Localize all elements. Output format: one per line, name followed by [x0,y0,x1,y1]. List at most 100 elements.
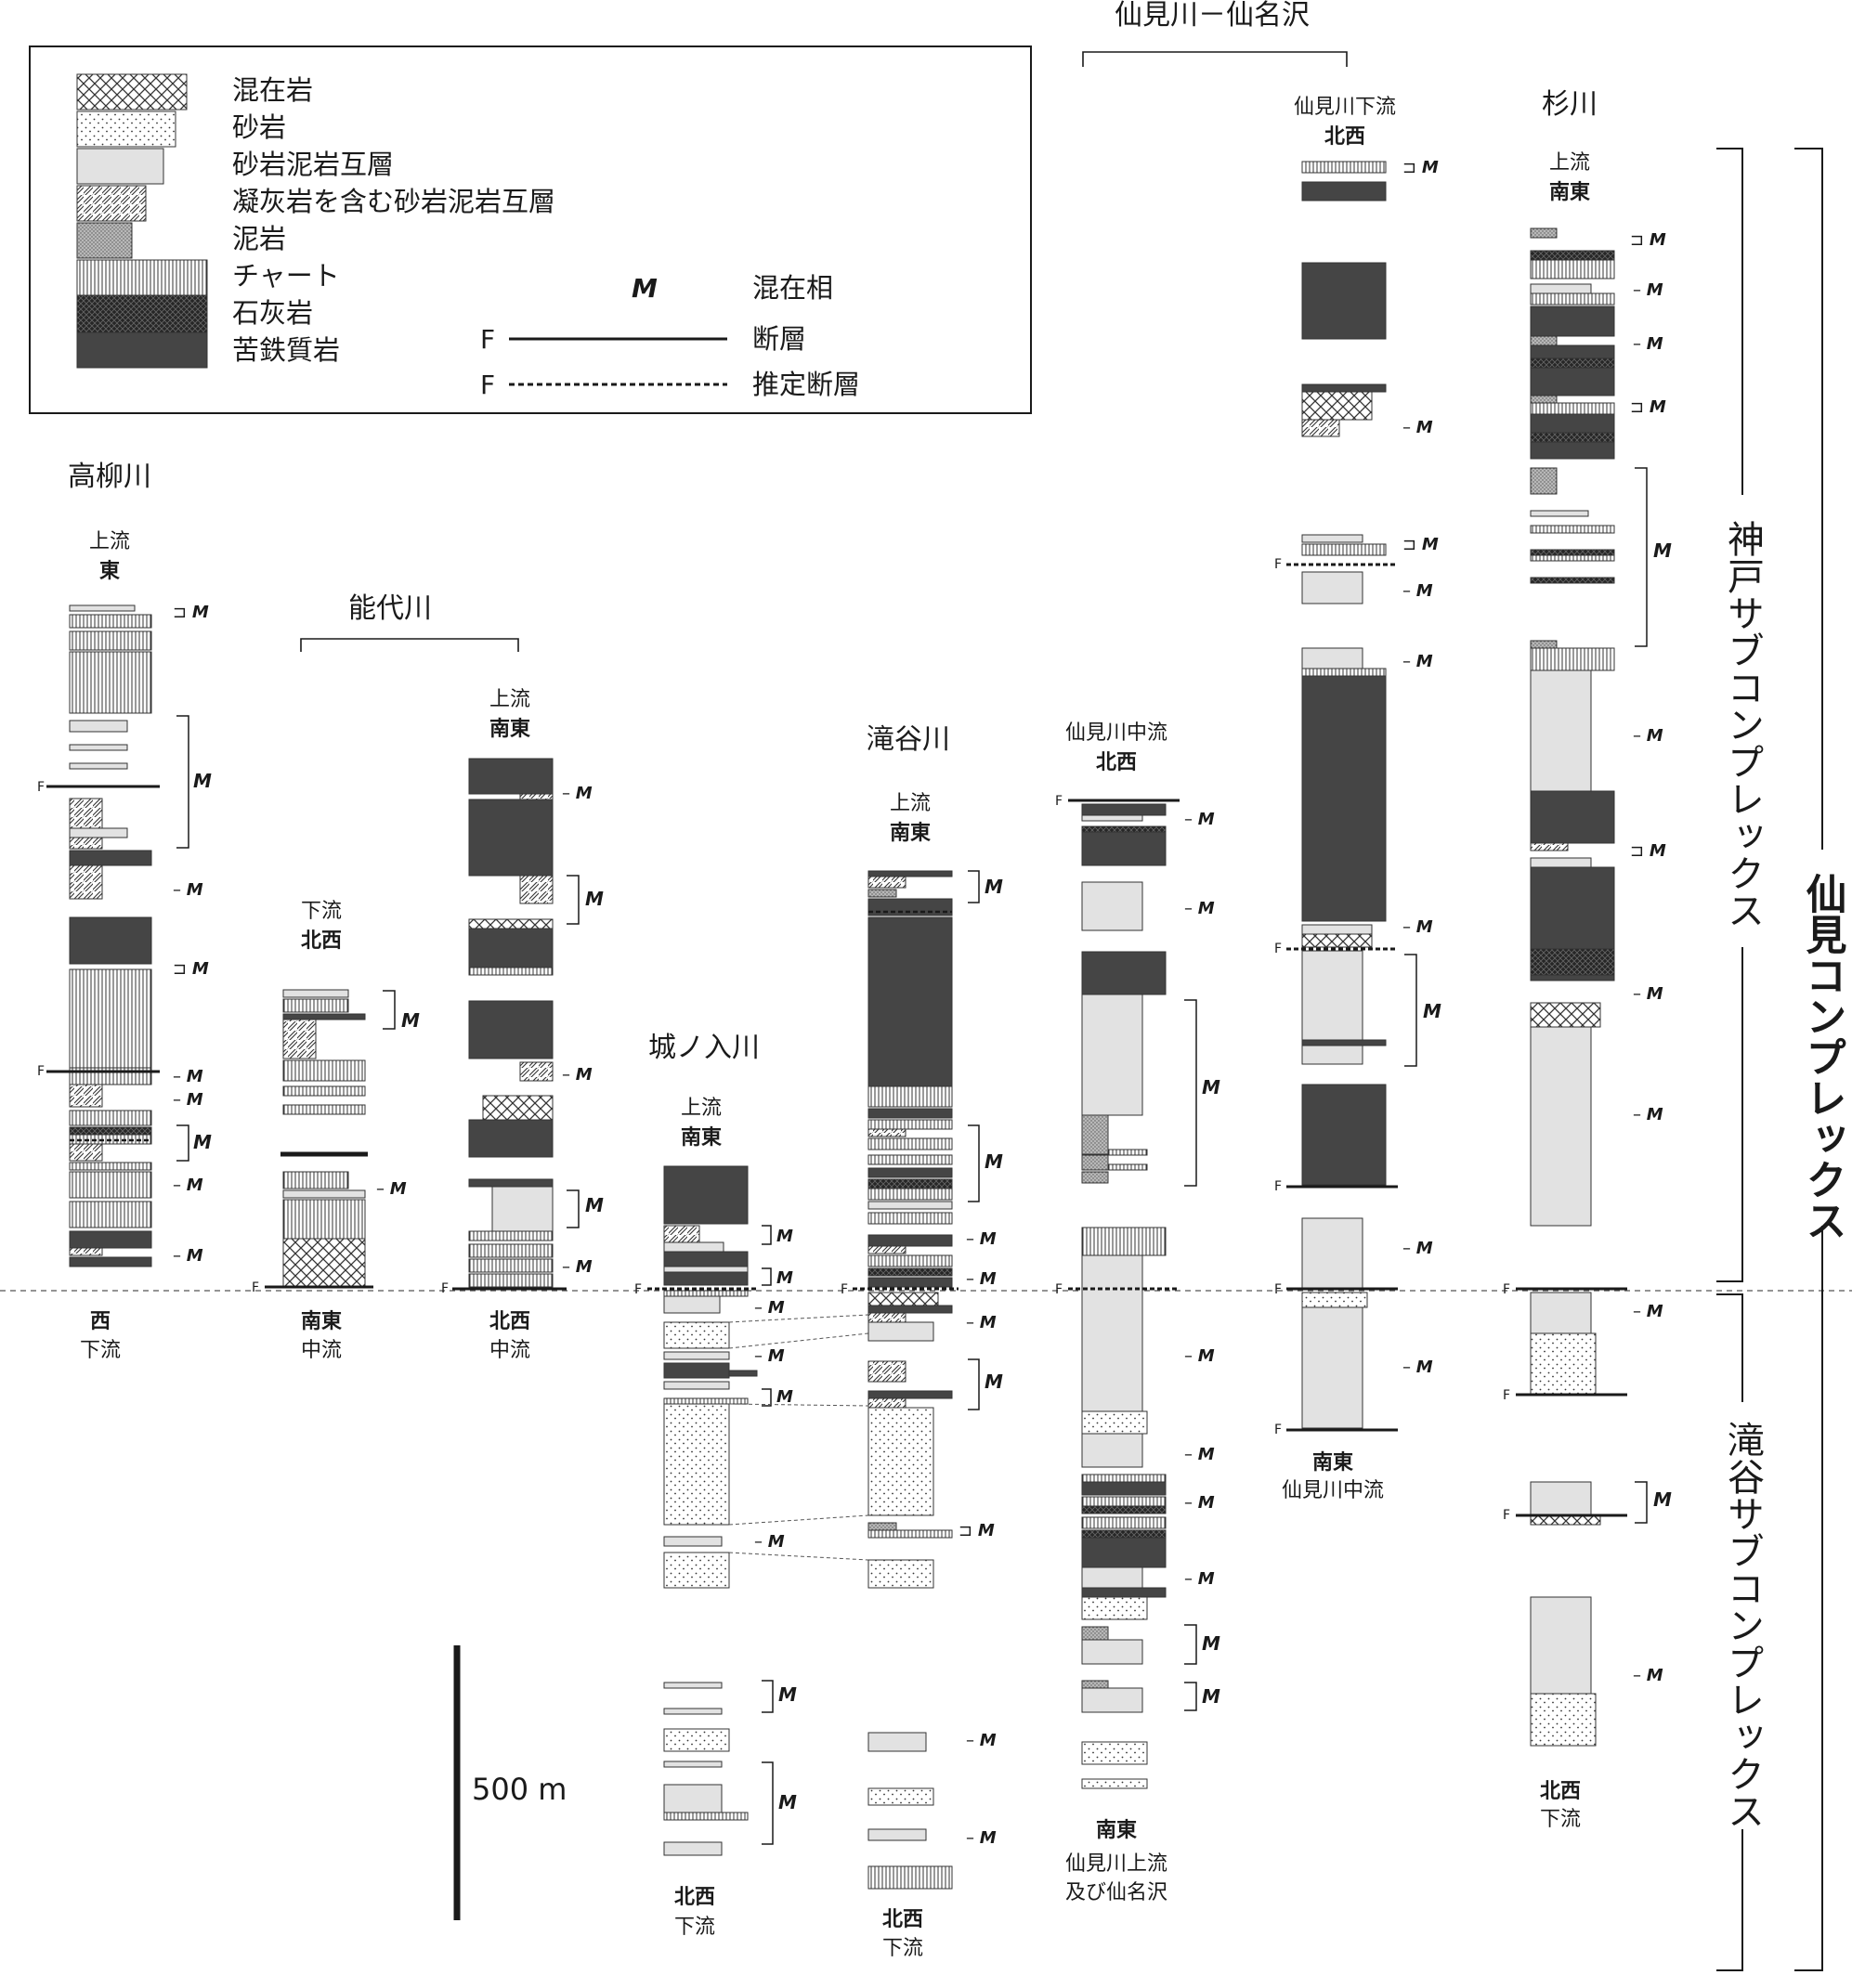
m-bracket [762,1680,774,1713]
m-mark: M [585,1194,604,1216]
legend-m-label: 混在相 [752,272,833,304]
layer [1081,1227,1167,1256]
correlation-lines [728,1314,869,1561]
m-mark: ⊐ M [1630,230,1666,250]
layer [1081,1778,1148,1789]
scale-bar: 500 m [453,1645,567,1920]
layer [69,968,152,1069]
fault-mark: F [1503,1508,1510,1523]
layer [69,1256,152,1267]
layer [1530,1292,1592,1334]
takiya-bracket-lower [1716,1829,1743,1971]
layer [69,720,128,733]
legend: 混在岩 砂岩 砂岩泥岩互層 凝灰岩を含む砂岩泥岩互層 泥岩 チャート 石灰岩 苦… [29,45,1032,414]
column-semi-mid-top-b: 北西 [1096,751,1137,774]
layer [867,1397,906,1409]
layer [1530,510,1589,517]
swatch-alt [76,148,164,185]
m-mark: – M [1633,280,1663,300]
swatch-mud [76,222,133,259]
column-takiya-top-b: 南東 [890,822,931,845]
layer [663,1290,749,1297]
m-mark: M [776,1227,793,1246]
layer [1301,675,1387,922]
layer [867,1787,934,1806]
group-semi-bracket [1082,51,1348,67]
layer [867,1154,953,1165]
column-takiya: 滝谷川 上流 南東 [841,723,1003,1960]
column-semi-lower: 仙見川下流 北西 F F F F F ⊐ M – M [1274,96,1441,1502]
m-mark: – M [966,1269,997,1289]
semi-bracket-upper [1794,148,1823,850]
swatch-chert [76,259,208,296]
layer [69,744,128,751]
layer [1530,357,1615,369]
layer [282,1059,366,1082]
m-mark: ⊐ M [1402,535,1439,554]
m-bracket [567,1189,580,1228]
layer [1081,1529,1167,1539]
column-semi-lower-bot-b: 仙見川中流 [1282,1479,1384,1502]
fault-mark: F [1274,1423,1282,1437]
layer [1530,842,1569,851]
layer [491,1186,554,1232]
column-sugi-bot-b: 下流 [1540,1808,1581,1831]
column-sugi-bot-a: 北西 [1540,1780,1581,1803]
layer [1301,668,1387,677]
layer [867,870,953,877]
layer [1301,391,1373,421]
layer [1301,1039,1387,1046]
layer [1530,259,1615,279]
m-mark: – M [1402,1239,1433,1258]
layer [663,1812,749,1821]
m-mark: ⊐ M [1630,841,1666,861]
column-takiya-name: 滝谷川 [867,723,950,756]
m-mark: – M [754,1532,785,1552]
layer [69,1247,103,1256]
swatch-mixed [76,73,188,110]
kobe-bracket-lower [1716,947,1743,1282]
layer [1530,344,1615,359]
layer [519,1061,554,1082]
m-bracket [176,715,189,849]
layer [663,1761,723,1768]
layer [468,1230,554,1241]
layer [1081,951,1167,995]
layer [728,1370,758,1377]
column-takayanagi-top-b: 東 [99,560,120,583]
column-takiya-top-a: 上流 [890,792,931,815]
layer [282,1013,366,1020]
layer [867,1292,939,1306]
layer [468,967,554,976]
m-mark: – M [1402,581,1433,601]
m-mark: – M [1184,1493,1215,1513]
layer [867,898,953,916]
layer [1530,413,1615,434]
m-mark: M [776,1268,793,1288]
layer [1081,825,1167,833]
layer [69,837,103,850]
m-mark: – M [173,1176,203,1195]
layer [867,1407,934,1516]
layer [468,1178,554,1188]
swatch-mafic [76,331,208,369]
layer [1081,1154,1109,1171]
layer [1530,1002,1601,1028]
group-semi-label: 仙見川－仙名沢 [1115,0,1310,32]
layer [867,1559,934,1589]
layer [69,604,136,612]
layer [1301,1084,1387,1186]
column-takayanagi-name: 高柳川 [68,461,151,493]
m-mark: – M [1402,418,1433,437]
fault-mark: F [1503,1282,1510,1297]
column-jonoiri-top-a: 上流 [681,1097,722,1120]
layer [1081,1626,1109,1641]
m-mark: M [193,1131,212,1153]
column-semi-lower-bot-a: 南東 [1312,1451,1353,1475]
layer [1081,994,1143,1116]
m-mark: ⊐ M [959,1521,995,1540]
fault-mark: F [252,1280,259,1295]
layer [663,1241,724,1253]
layer [1081,831,1167,866]
column-takiya-bot-b: 下流 [882,1937,923,1960]
